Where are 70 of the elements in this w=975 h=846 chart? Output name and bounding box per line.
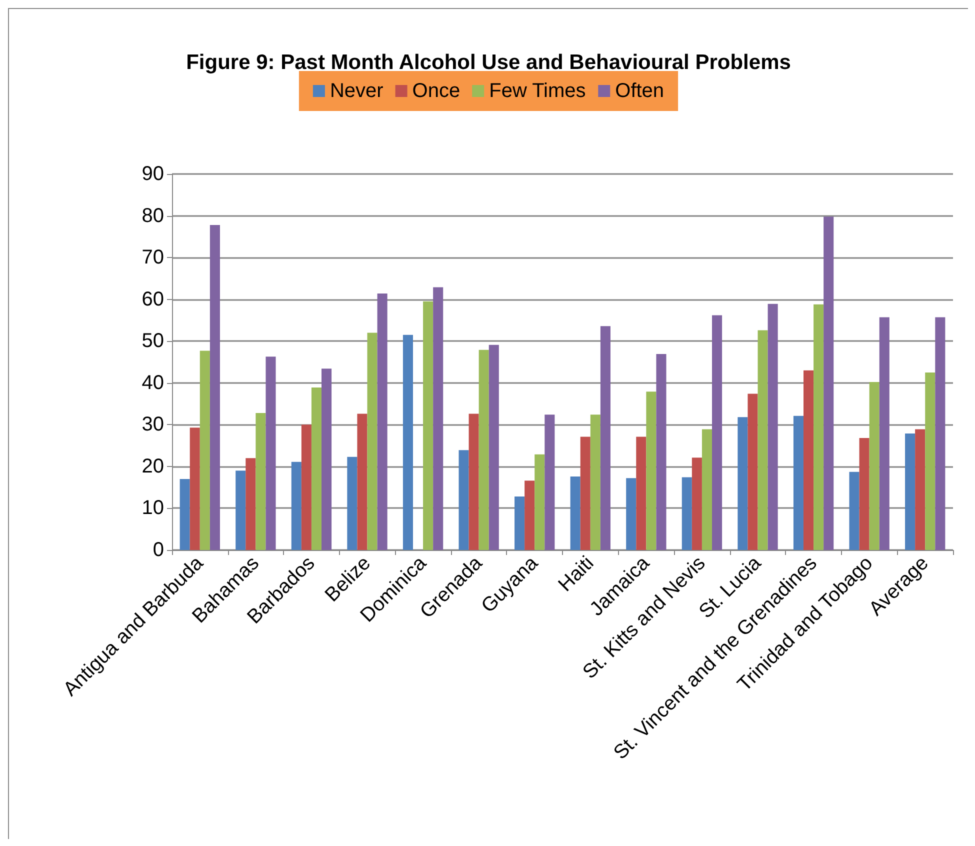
- legend-label: Never: [330, 80, 384, 102]
- bar: [377, 293, 388, 550]
- bar: [814, 304, 824, 550]
- bar: [458, 450, 469, 550]
- bar: [636, 436, 646, 550]
- bar: [180, 478, 190, 550]
- bar: [824, 216, 834, 550]
- bar: [905, 433, 916, 550]
- bar: [367, 332, 378, 550]
- bar: [692, 458, 702, 550]
- bar: [322, 368, 332, 550]
- bar: [879, 317, 890, 550]
- bar: [580, 436, 590, 550]
- bar: [544, 414, 555, 550]
- bar: [849, 472, 860, 550]
- bar: [803, 370, 814, 550]
- bar: [311, 387, 322, 550]
- bar: [570, 476, 580, 550]
- legend-label: Once: [412, 80, 460, 102]
- bar: [712, 315, 722, 550]
- bar: [925, 372, 936, 550]
- y-tick-label: 40: [142, 372, 164, 394]
- bar: [738, 417, 748, 550]
- bar: [236, 470, 246, 550]
- legend-label: Few Times: [489, 80, 586, 102]
- bar: [488, 344, 499, 550]
- bar: [600, 326, 610, 550]
- bar: [347, 456, 358, 550]
- bar: [246, 458, 256, 550]
- chart-title: Figure 9: Past Month Alcohol Use and Behavioural Problems: [186, 51, 791, 74]
- bar: [859, 438, 870, 550]
- bar: [682, 477, 692, 550]
- bar: [656, 354, 666, 550]
- bar: [200, 350, 210, 550]
- y-tick-label: 90: [142, 163, 164, 185]
- y-tick-label: 30: [142, 414, 164, 436]
- bar: [590, 414, 600, 550]
- bar: [423, 301, 434, 550]
- bar: [256, 412, 266, 550]
- bar: [433, 287, 444, 550]
- bar: [915, 429, 926, 550]
- bar: [301, 424, 312, 550]
- y-tick-label: 60: [142, 288, 164, 310]
- bar: [514, 496, 525, 550]
- legend-label: Often: [615, 80, 664, 102]
- y-tick-label: 20: [142, 455, 164, 478]
- bar: [646, 392, 656, 550]
- bar: [935, 317, 946, 550]
- bar: [357, 414, 368, 550]
- bar: [478, 350, 489, 550]
- bar: [291, 462, 302, 550]
- y-tick-label: 50: [142, 330, 164, 352]
- bar: [402, 334, 413, 550]
- bar: [758, 330, 768, 550]
- bar: [266, 356, 276, 550]
- bar: [210, 224, 220, 550]
- bar: [869, 382, 880, 550]
- bar: [468, 414, 479, 550]
- bar: [534, 454, 545, 550]
- bar: [702, 429, 712, 550]
- bar: [626, 478, 636, 550]
- y-tick-label: 10: [142, 497, 164, 520]
- bar: [793, 416, 804, 550]
- bar: [748, 394, 758, 550]
- bar: [768, 304, 778, 550]
- bar: [190, 428, 200, 550]
- y-tick-label: 0: [152, 539, 164, 561]
- y-tick-label: 80: [142, 204, 164, 227]
- y-tick-label: 70: [142, 246, 164, 269]
- bar: [524, 480, 535, 550]
